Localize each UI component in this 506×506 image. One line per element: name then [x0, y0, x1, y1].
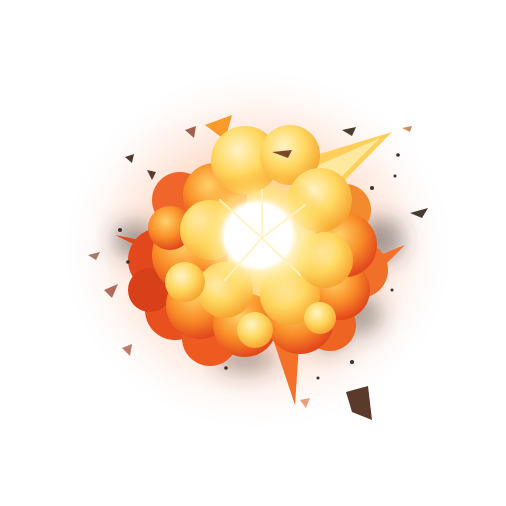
explosion-illustration [0, 0, 506, 506]
explosion-scene [0, 0, 506, 506]
